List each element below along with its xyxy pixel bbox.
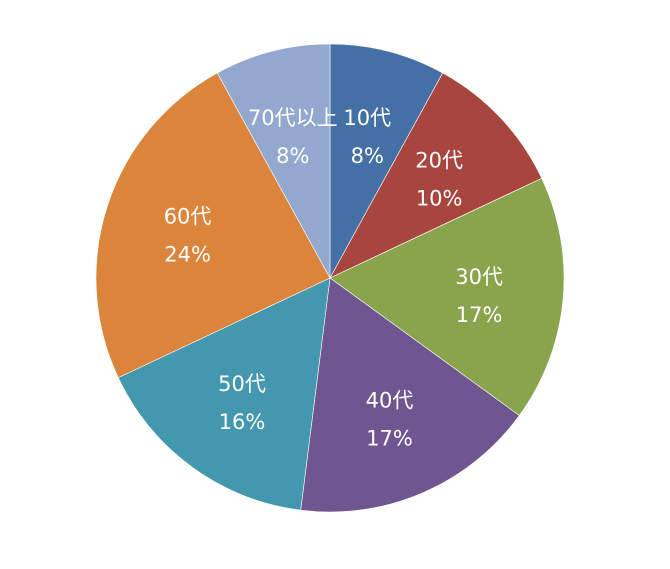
pie-slice-1	[329, 43, 444, 279]
slice-percent-label: 17%	[366, 426, 413, 450]
slice-percent-label: 24%	[164, 243, 211, 267]
slice-category-label: 30代	[455, 265, 503, 289]
slice-category-label: 40代	[366, 388, 414, 412]
pie-slice-5	[117, 277, 331, 511]
slice-category-label: 60代	[164, 205, 212, 229]
slice-percent-label: 17%	[456, 303, 503, 327]
slice-percent-label: 16%	[219, 410, 266, 434]
slice-category-label: 70代以上	[248, 106, 338, 130]
slice-category-label: 20代	[415, 148, 463, 172]
pie-slice-6	[95, 72, 331, 379]
pie-slice-7	[216, 43, 331, 279]
pie-slice-3	[329, 177, 565, 416]
pie-slice-4	[300, 277, 520, 513]
slice-percent-label: 10%	[416, 186, 463, 210]
slice-percent-label: 8%	[276, 144, 309, 168]
slice-category-label: 10代	[343, 106, 391, 130]
slice-category-label: 50代	[218, 372, 266, 396]
slice-percent-label: 8%	[351, 144, 384, 168]
pie-slice-2	[329, 72, 543, 279]
